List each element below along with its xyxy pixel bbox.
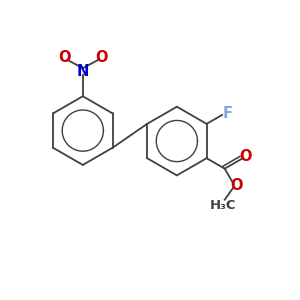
Text: O: O [230,178,243,193]
Text: O: O [58,50,70,65]
Text: O: O [95,50,108,65]
Text: H₃C: H₃C [210,199,236,212]
Text: N: N [76,64,89,79]
Text: O: O [239,149,252,164]
Text: F: F [223,106,232,121]
